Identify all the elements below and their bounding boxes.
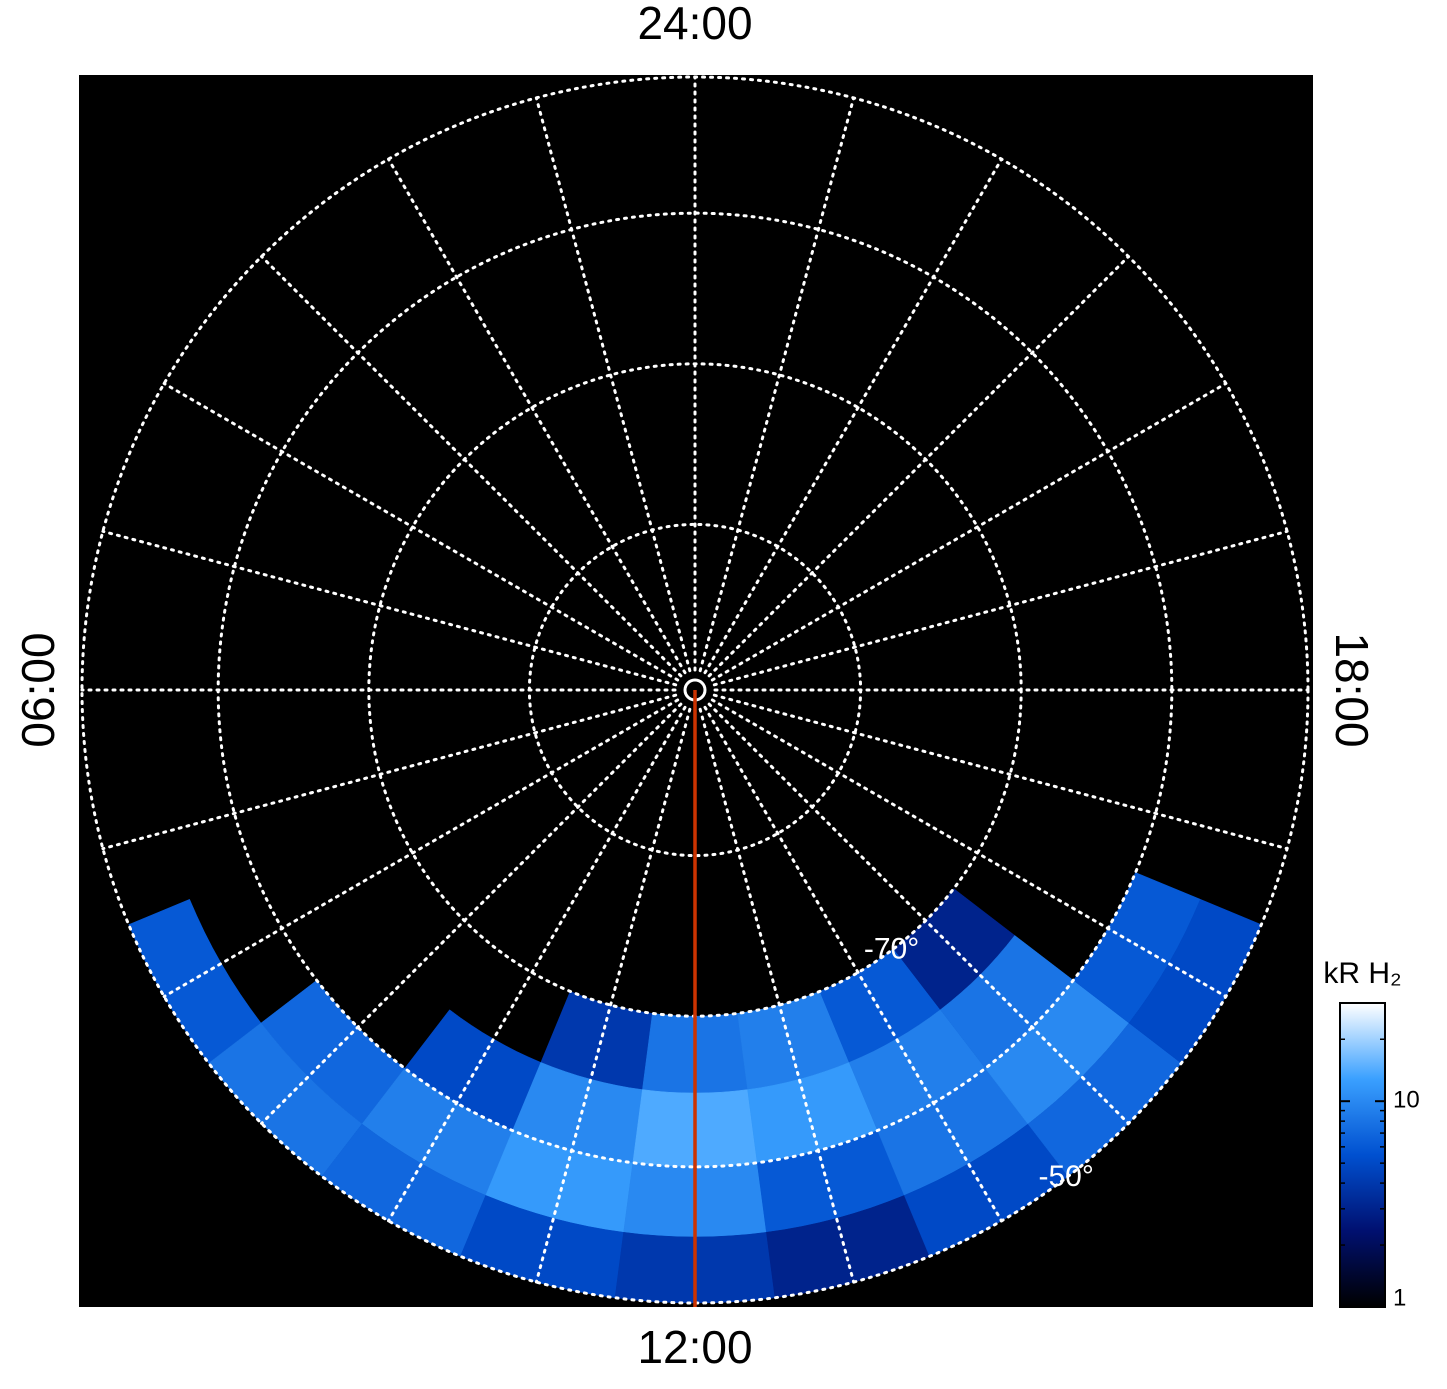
meridian-line: [703, 157, 1003, 675]
meridian-line: [710, 382, 1228, 682]
meridian-line: [698, 707, 856, 1284]
meridian-line: [703, 705, 1003, 1223]
meridian-line: [707, 255, 1130, 678]
local-time-label: 06:00: [12, 632, 64, 747]
colorbar-tick-label: 1: [1393, 1284, 1406, 1311]
meridian-line: [260, 255, 683, 678]
meridian-line: [712, 693, 1289, 851]
local-time-label: 18:00: [1326, 632, 1378, 747]
grid-layer: [80, 75, 1310, 1307]
latitude-label: -70°: [864, 933, 919, 966]
meridian-line: [162, 382, 680, 682]
local-time-label: 24:00: [637, 0, 752, 49]
latitude-label: -50°: [1038, 1160, 1093, 1193]
label-layer: -70° -50° 24:00 06:00 12:00 18:00 1 10 kR H₂: [12, 0, 1420, 1373]
colorbar-label: kR H₂: [1323, 957, 1401, 990]
meridian-line: [712, 529, 1289, 687]
colorbar-tick-label: 10: [1393, 1087, 1420, 1114]
meridian-line: [710, 698, 1228, 998]
meridian-line: [260, 702, 683, 1125]
colorbar: [1339, 1002, 1386, 1308]
meridian-line: [698, 96, 856, 673]
meridian-line: [387, 157, 687, 675]
meridian-line: [707, 702, 1130, 1125]
meridian-line: [534, 96, 692, 673]
meridian-line: [387, 705, 687, 1223]
meridian-line: [101, 693, 678, 851]
meridian-line: [101, 529, 678, 687]
meridian-line: [534, 707, 692, 1284]
local-time-label: 12:00: [637, 1321, 752, 1373]
meridian-line: [162, 698, 680, 998]
